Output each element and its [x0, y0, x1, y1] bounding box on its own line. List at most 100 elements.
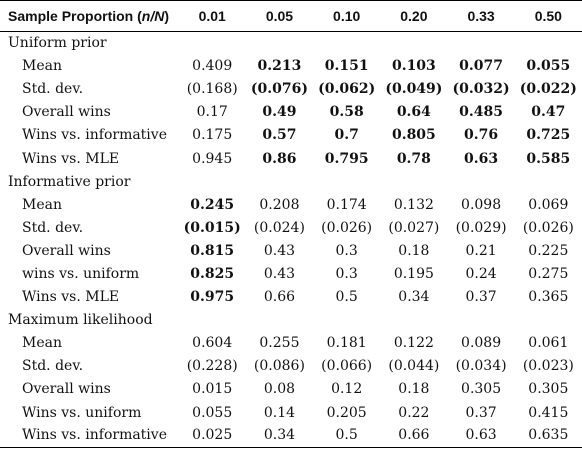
row-label: Wins vs. uniform — [22, 404, 142, 421]
table-row: Mean 0.604 0.255 0.181 0.122 0.089 0.061 — [0, 332, 582, 355]
header-col: 0.50 — [514, 0, 582, 32]
value-cell: 0.151 — [324, 58, 369, 75]
table-body: Uniform prior Mean 0.409 0.213 0.151 0.103 0.0… — [0, 32, 582, 448]
header-sample-proportion: Sample Proportion (n/N) — [0, 0, 179, 32]
value-cell: 0.18 — [398, 381, 430, 398]
value-cell: 0.305 — [528, 381, 569, 398]
table-row: Wins vs. MLE 0.945 0.86 0.795 0.78 0.63 0.585 — [0, 147, 582, 170]
value-cell: 0.132 — [393, 196, 434, 213]
value-cell: 0.49 — [262, 104, 297, 121]
value-cell: 0.275 — [528, 265, 569, 282]
value-cell: 0.725 — [526, 127, 571, 144]
value-cell: 0.63 — [464, 150, 499, 167]
value-cell: 0.195 — [393, 265, 434, 282]
value-cell: 0.255 — [259, 335, 300, 352]
value-cell: 0.585 — [526, 150, 571, 167]
value-cell: (0.034) — [455, 358, 507, 375]
value-cell: 0.7 — [334, 127, 359, 144]
value-cell: (0.015) — [183, 219, 241, 236]
value-cell: 0.64 — [396, 104, 431, 121]
header-label-prefix: Sample Proportion ( — [8, 8, 142, 24]
header-col: 0.20 — [380, 0, 448, 32]
table-row: Overall wins 0.815 0.43 0.3 0.18 0.21 0.225 — [0, 239, 582, 262]
value-cell: 0.17 — [196, 104, 228, 121]
value-cell: 0.5 — [335, 289, 358, 306]
value-cell: (0.066) — [321, 358, 373, 375]
value-cell: 0.077 — [459, 58, 504, 75]
value-cell: 0.213 — [257, 58, 302, 75]
value-cell: 0.945 — [192, 150, 233, 167]
row-label: Wins vs. informative — [22, 127, 167, 144]
value-cell: 0.37 — [465, 404, 497, 421]
group-header-row: Maximum likelihood — [0, 309, 582, 332]
table-header: Sample Proportion (n/N) 0.01 0.05 0.10 0… — [0, 0, 582, 32]
value-cell: 0.604 — [192, 335, 233, 352]
value-cell: 0.08 — [263, 381, 296, 398]
value-cell: 0.47 — [531, 104, 566, 121]
header-col: 0.33 — [447, 0, 515, 32]
header-col: 0.01 — [178, 0, 246, 32]
table-row: Overall wins 0.015 0.08 0.12 0.18 0.305 0.305 — [0, 378, 582, 401]
row-label: Mean — [22, 335, 62, 352]
value-cell: 0.089 — [461, 335, 502, 352]
value-cell: (0.026) — [522, 219, 574, 236]
header-col: 0.05 — [245, 0, 314, 32]
value-cell: 0.069 — [528, 196, 569, 213]
value-cell: (0.026) — [321, 219, 373, 236]
value-cell: 0.015 — [192, 381, 233, 398]
value-cell: 0.409 — [192, 58, 233, 75]
value-cell: (0.044) — [388, 358, 440, 375]
value-cell: 0.245 — [190, 196, 235, 213]
value-cell: 0.825 — [190, 265, 235, 282]
value-cell: (0.168) — [186, 81, 238, 98]
table-row: Mean 0.245 0.208 0.174 0.132 0.098 0.069 — [0, 193, 582, 216]
value-cell: 0.21 — [465, 242, 497, 259]
table-row: Wins vs. MLE 0.975 0.66 0.5 0.34 0.37 0.365 — [0, 286, 582, 309]
table-row: Wins vs. uniform 0.055 0.14 0.205 0.22 0.37 0.… — [0, 401, 582, 424]
value-cell: 0.43 — [263, 242, 296, 259]
value-cell: 0.103 — [391, 58, 436, 75]
value-cell: 0.37 — [465, 289, 497, 306]
value-cell: 0.3 — [335, 265, 358, 282]
value-cell: 0.3 — [335, 242, 358, 259]
table-row: Wins vs. informative 0.025 0.34 0.5 0.66 0.63… — [0, 424, 582, 448]
group-header-row: Informative prior — [0, 170, 582, 193]
row-label: Wins vs. MLE — [22, 289, 120, 306]
value-cell: 0.175 — [192, 127, 233, 144]
row-label: Overall wins — [22, 381, 111, 398]
value-cell: (0.049) — [385, 81, 443, 98]
table-row: Std. dev. (0.168) (0.076) (0.062) (0.049) (0.… — [0, 78, 582, 101]
row-label: Wins vs. MLE — [22, 150, 120, 167]
header-label-var: n/N — [141, 8, 165, 24]
value-cell: (0.228) — [186, 358, 238, 375]
value-cell: 0.86 — [262, 150, 297, 167]
table-row: wins vs. uniform 0.825 0.43 0.3 0.195 0.24 0.2… — [0, 262, 582, 285]
value-cell: 0.66 — [263, 289, 296, 306]
row-label: Std. dev. — [22, 81, 84, 98]
value-cell: 0.58 — [329, 104, 364, 121]
value-cell: (0.024) — [253, 219, 305, 236]
value-cell: 0.225 — [528, 242, 569, 259]
value-cell: 0.76 — [464, 127, 499, 144]
row-label: Overall wins — [22, 104, 111, 121]
value-cell: (0.086) — [253, 358, 305, 375]
value-cell: 0.485 — [459, 104, 504, 121]
value-cell: (0.032) — [452, 81, 510, 98]
table-row: Wins vs. informative 0.175 0.57 0.7 0.805 0.7… — [0, 124, 582, 147]
table-row: Mean 0.409 0.213 0.151 0.103 0.077 0.055 — [0, 55, 582, 78]
value-cell: 0.63 — [447, 424, 515, 448]
table-row: Overall wins 0.17 0.49 0.58 0.64 0.485 0.47 — [0, 101, 582, 124]
row-label: Mean — [22, 58, 62, 75]
value-cell: 0.975 — [190, 289, 235, 306]
value-cell: 0.78 — [396, 150, 431, 167]
value-cell: 0.805 — [391, 127, 436, 144]
row-label: Std. dev. — [22, 358, 84, 375]
value-cell: 0.208 — [259, 196, 300, 213]
value-cell: 0.18 — [398, 242, 430, 259]
value-cell: 0.025 — [178, 424, 246, 448]
value-cell: 0.415 — [528, 404, 569, 421]
value-cell: 0.12 — [331, 381, 363, 398]
value-cell: 0.122 — [393, 335, 434, 352]
